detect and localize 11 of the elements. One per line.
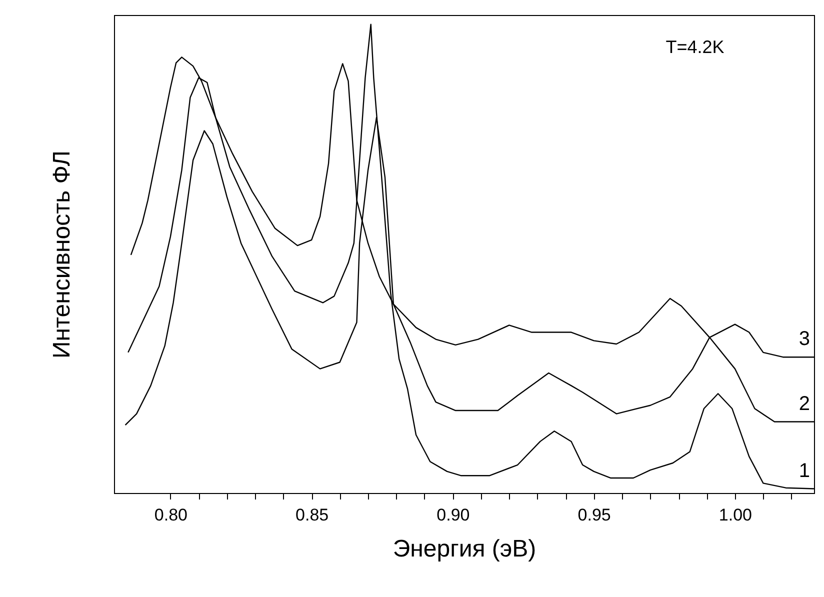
x-tick-label: 0.80	[154, 506, 188, 524]
series-label: 2	[798, 392, 810, 415]
y-axis-title: Интенсивность ФЛ	[48, 150, 76, 358]
x-tick-label: 0.90	[436, 506, 470, 524]
x-axis-title: Энергия (эВ)	[392, 536, 536, 562]
x-tick-label: 0.85	[296, 506, 329, 524]
annotation: T=4.2K	[666, 37, 724, 57]
series-label: 3	[798, 328, 810, 350]
x-tick-label: 0.95	[578, 506, 611, 524]
series-label: 1	[798, 460, 810, 482]
x-tick-label: 1.00	[718, 506, 752, 524]
